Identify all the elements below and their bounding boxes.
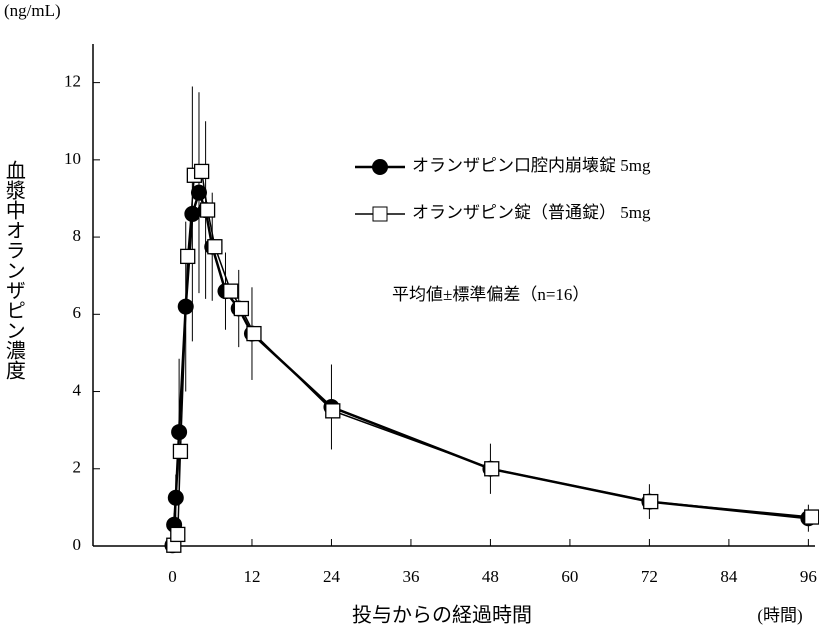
y-tick-label: 0 <box>73 535 82 554</box>
x-label: 投与からの経過時間 <box>352 604 532 627</box>
marker <box>167 489 184 506</box>
marker <box>246 325 262 342</box>
x-tick-label: 96 <box>800 567 817 586</box>
marker <box>171 424 188 441</box>
marker <box>643 493 659 510</box>
series-line <box>173 170 812 546</box>
marker <box>223 283 239 299</box>
marker <box>190 184 207 201</box>
marker <box>193 163 210 180</box>
marker <box>184 205 201 222</box>
x-tick-label: 72 <box>641 567 658 586</box>
y-label: 血漿中オランザピン濃度 <box>2 160 25 380</box>
y-tick-label: 6 <box>73 303 82 322</box>
marker <box>484 461 500 477</box>
legend-marker <box>372 159 388 175</box>
marker <box>207 239 223 255</box>
legend-marker <box>372 206 388 222</box>
y-tick-label: 12 <box>64 72 81 91</box>
x-tick-label: 60 <box>561 567 578 586</box>
x-tick-label: 12 <box>243 567 260 586</box>
marker <box>199 202 216 218</box>
y-tick-label: 2 <box>73 458 82 477</box>
series-line <box>171 188 809 546</box>
legend-label: オランザピン錠（普通錠） 5mg <box>412 203 651 222</box>
x-tick-label: 48 <box>482 567 499 586</box>
y-tick-label: 4 <box>73 380 82 399</box>
marker <box>177 298 194 315</box>
marker <box>172 443 189 460</box>
marker <box>325 403 341 419</box>
y-tick-label: 8 <box>73 226 82 245</box>
marker <box>804 509 819 525</box>
annotation: 平均値±標準偏差（n=16） <box>392 285 589 304</box>
legend-label: オランザピン口腔内崩壊錠 5mg <box>412 156 651 175</box>
x-unit: (時間) <box>757 606 802 625</box>
x-tick-label: 0 <box>168 567 177 586</box>
marker <box>180 248 196 265</box>
x-tick-label: 24 <box>323 567 341 586</box>
marker <box>233 300 250 317</box>
y-tick-label: 10 <box>64 149 81 168</box>
y-unit: (ng/mL) <box>4 1 61 20</box>
x-tick-label: 36 <box>402 567 419 586</box>
x-tick-label: 84 <box>720 567 738 586</box>
marker <box>170 526 186 543</box>
